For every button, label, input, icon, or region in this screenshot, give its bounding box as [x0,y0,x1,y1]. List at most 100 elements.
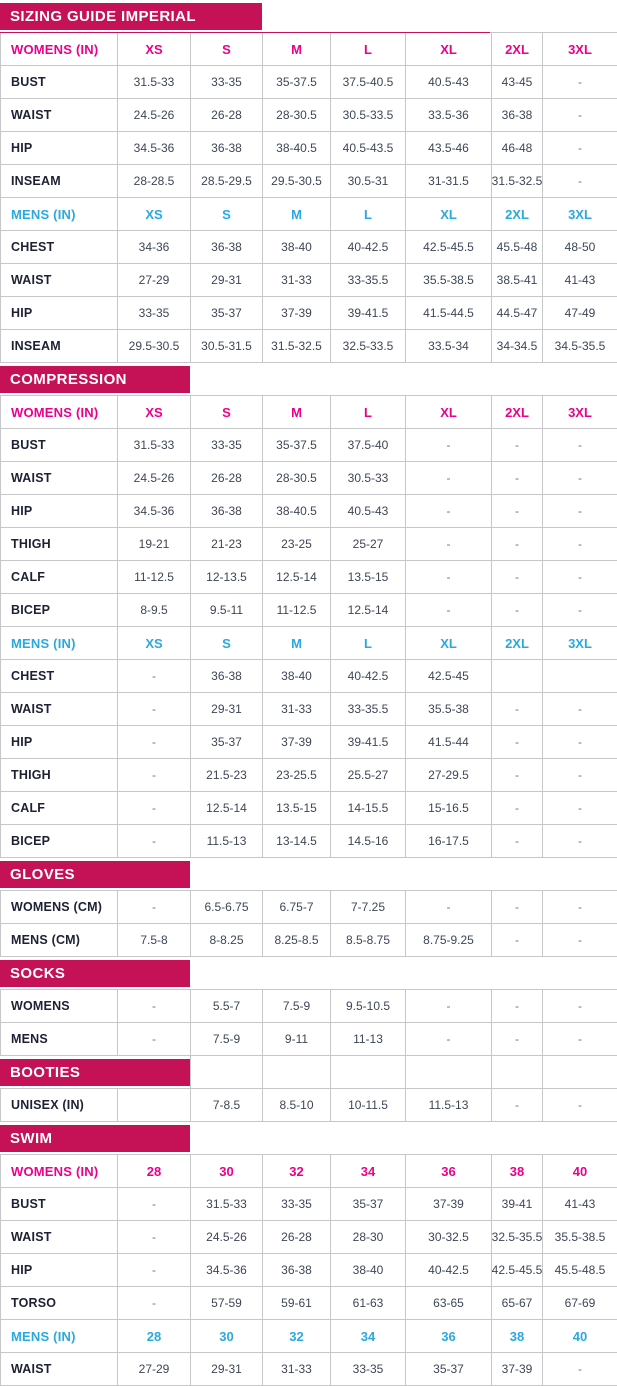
row-label: WAIST [1,693,118,725]
size-value-cell: 43.5-46 [406,132,492,164]
measurement-row: HIP -35-37 37-39 39-41.5 41.5-44- - [0,726,617,759]
size-value-cell: - [492,462,543,494]
size-value-cell: 42.5-45.5 [492,1254,543,1286]
size-value-cell: 11-12.5 [118,561,191,593]
size-value-cell: 21-23 [191,528,263,560]
size-header-label: WOMENS (IN) [1,33,118,65]
size-value-cell: 28.5-29.5 [191,165,263,197]
size-value-cell: 6.5-6.75 [191,891,263,923]
size-value-cell: 42.5-45.5 [406,231,492,263]
size-value-cell: - [406,1023,492,1055]
size-value-cell: 29.5-30.5 [118,330,191,362]
size-value-cell: - [406,990,492,1022]
empty-header-cell [262,1056,330,1089]
row-label: MENS [1,1023,118,1055]
size-value-cell: 24.5-26 [191,1221,263,1253]
size-value-cell: 33-35 [191,429,263,461]
row-label: WOMENS (CM) [1,891,118,923]
size-value-cell: - [118,891,191,923]
measurement-row: WAIST 24.5-26 26-28 28-30.5 30.5-33- - - [0,462,617,495]
size-value-cell: 44.5-47 [492,297,543,329]
measurement-row: TORSO -57-59 59-61 61-63 63-65 65-67 67-69 [0,1287,617,1320]
size-value-cell: 30.5-31.5 [191,330,263,362]
size-value-cell: 33-35.5 [331,264,406,296]
measurement-row: MENS -7.5-9 9-11 11-13- - - [0,1023,617,1056]
size-value-cell: 35-37 [331,1188,406,1220]
size-value-cell: 31.5-32.5 [492,165,543,197]
section-title-bar: SOCKS [0,960,190,987]
size-header-row-mens: MENS (IN) XS S M L XL 2XL 3XL [0,198,617,231]
size-value-cell: 35-37 [191,726,263,758]
measurement-row: BICEP 8-9.5 9.5-11 11-12.5 12.5-14- - - [0,594,617,627]
size-value-cell: 40-42.5 [406,1254,492,1286]
size-column-header: 2XL [492,627,543,659]
size-value-cell: 38-40.5 [263,132,331,164]
size-value-cell: 24.5-26 [118,99,191,131]
size-value-cell: 33-35.5 [331,693,406,725]
size-value-cell: - [492,990,543,1022]
size-value-cell: - [406,594,492,626]
size-value-cell: 31-33 [263,693,331,725]
size-value-cell: 12.5-14 [331,594,406,626]
size-value-cell: 39-41.5 [331,726,406,758]
measurement-row: HIP -34.5-36 36-38 38-40 40-42.5 42.5-45.5 45.… [0,1254,617,1287]
row-label: WAIST [1,1353,118,1385]
size-header-label: MENS (IN) [1,1320,118,1352]
size-column-header: 28 [118,1155,191,1187]
size-value-cell: 33-35 [263,1188,331,1220]
size-value-cell: 39-41 [492,1188,543,1220]
size-value-cell: 37-39 [263,297,331,329]
size-value-cell: 12-13.5 [191,561,263,593]
size-value-cell: 14.5-16 [331,825,406,857]
size-column-header: S [191,396,263,428]
measurement-row: WOMENS -5.5-7 7.5-9 9.5-10.5- - - [0,990,617,1023]
row-label: WAIST [1,264,118,296]
size-column-header: 2XL [492,198,543,230]
size-value-cell: - [492,726,543,758]
size-value-cell: 48-50 [543,231,617,263]
section-title-row: BOOTIES [0,1056,617,1089]
measurement-row: CHEST 34-36 36-38 38-40 40-42.5 42.5-45.5 45.5… [0,231,617,264]
size-value-cell: 6.75-7 [263,891,331,923]
size-value-cell: 27-29 [118,1353,191,1385]
size-value-cell: 8.25-8.5 [263,924,331,956]
size-value-cell: 31-33 [263,1353,331,1385]
size-value-cell: - [406,891,492,923]
section-divider [0,395,617,396]
size-value-cell: 12.5-14 [263,561,331,593]
size-value-cell: - [406,495,492,527]
size-value-cell: 12.5-14 [191,792,263,824]
size-value-cell: 21.5-23 [191,759,263,791]
size-value-cell: - [492,1023,543,1055]
size-column-header: L [331,198,406,230]
size-value-cell: - [543,528,617,560]
size-column-header: XL [406,198,492,230]
measurement-row: HIP 34.5-36 36-38 38-40.5 40.5-43- - - [0,495,617,528]
size-value-cell: 25-27 [331,528,406,560]
size-value-cell: 31.5-33 [191,1188,263,1220]
size-value-cell: 30.5-33.5 [331,99,406,131]
size-value-cell: 35.5-38.5 [543,1221,617,1253]
size-value-cell: 26-28 [263,1221,331,1253]
size-value-cell: 33-35 [191,66,263,98]
size-value-cell: 8.75-9.25 [406,924,492,956]
size-value-cell: - [118,1287,191,1319]
size-column-header: XS [118,198,191,230]
size-value-cell: - [118,1188,191,1220]
section-title-row: SIZING GUIDE IMPERIAL [0,0,617,33]
size-column-header: S [191,198,263,230]
size-column-header: 3XL [543,627,617,659]
size-value-cell: - [543,594,617,626]
size-header-label: WOMENS (IN) [1,1155,118,1187]
size-value-cell: 8-9.5 [118,594,191,626]
size-value-cell: 34-36 [118,231,191,263]
size-value-cell: 31.5-32.5 [263,330,331,362]
row-label: BUST [1,429,118,461]
section-title-bar: SIZING GUIDE IMPERIAL [0,3,262,30]
size-value-cell: 59-61 [263,1287,331,1319]
size-column-header: 30 [191,1320,263,1352]
measurement-row: INSEAM 28-28.5 28.5-29.5 29.5-30.5 30.5-31 31… [0,165,617,198]
row-label: UNISEX (IN) [1,1089,118,1121]
row-label: WAIST [1,1221,118,1253]
size-header-label: MENS (IN) [1,627,118,659]
